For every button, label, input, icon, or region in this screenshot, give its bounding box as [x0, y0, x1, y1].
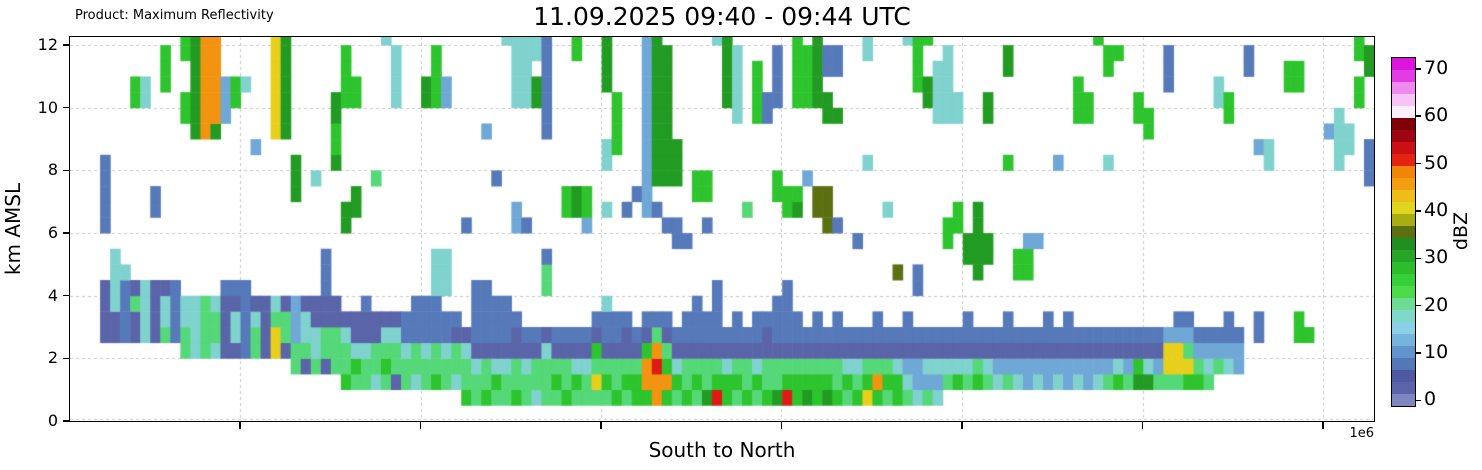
x-tick — [600, 422, 602, 429]
colorbar-label: dBZ — [1450, 211, 1472, 251]
colorbar — [1391, 57, 1416, 407]
colorbar-tick — [1415, 257, 1421, 259]
colorbar-segment — [1392, 178, 1415, 190]
colorbar-tick — [1415, 352, 1421, 354]
colorbar-tick-label: 70 — [1424, 56, 1449, 79]
colorbar-segment — [1392, 286, 1415, 298]
colorbar-tick — [1415, 399, 1421, 401]
x-tick — [419, 422, 422, 429]
colorbar-segment — [1392, 370, 1415, 382]
colorbar-segment — [1392, 310, 1415, 322]
product-label: Product: Maximum Reflectivity — [75, 8, 274, 23]
reflectivity-canvas — [70, 37, 1374, 421]
colorbar-tick-label: 30 — [1424, 246, 1449, 269]
y-tick — [63, 232, 70, 234]
colorbar-segment — [1392, 154, 1415, 166]
y-tick — [63, 44, 70, 46]
colorbar-segment — [1392, 250, 1415, 262]
colorbar-segment — [1392, 346, 1415, 358]
colorbar-segment — [1392, 70, 1415, 82]
colorbar-segment — [1392, 322, 1415, 334]
colorbar-tick-label: 40 — [1424, 198, 1449, 221]
colorbar-segment — [1392, 82, 1415, 94]
x-axis-offset-label: 1e6 — [1349, 426, 1374, 441]
colorbar-tick-label: 0 — [1424, 388, 1437, 411]
y-tick-label: 12 — [37, 35, 58, 55]
colorbar-segment — [1392, 94, 1415, 106]
y-tick-label: 10 — [37, 97, 58, 117]
colorbar-segment — [1392, 190, 1415, 202]
colorbar-tick — [1415, 304, 1421, 307]
colorbar-segment — [1392, 166, 1415, 178]
colorbar-segment — [1392, 394, 1415, 406]
colorbar-label-wrap: dBZ — [1448, 57, 1474, 405]
colorbar-segment — [1392, 382, 1415, 394]
colorbar-segment — [1392, 358, 1415, 370]
y-tick-label: 8 — [47, 160, 58, 180]
y-tick-label: 0 — [47, 411, 58, 430]
colorbar-segment — [1392, 238, 1415, 250]
colorbar-segment — [1392, 106, 1415, 118]
y-tick — [63, 107, 70, 109]
x-tick — [961, 422, 963, 429]
y-tick — [63, 169, 70, 172]
colorbar-segment — [1392, 118, 1415, 130]
colorbar-tick — [1415, 210, 1421, 212]
x-tick — [1141, 422, 1144, 429]
x-tick — [1322, 422, 1324, 429]
colorbar-tick — [1415, 115, 1421, 117]
x-axis-label: South to North — [648, 438, 796, 462]
colorbar-segment — [1392, 262, 1415, 274]
x-tick — [780, 422, 783, 429]
y-tick — [63, 295, 70, 297]
plot-area — [69, 36, 1375, 422]
colorbar-segment — [1392, 58, 1415, 70]
colorbar-segment — [1392, 130, 1415, 142]
chart-title: 11.09.2025 09:40 - 09:44 UTC — [533, 2, 911, 31]
colorbar-tick-label: 10 — [1424, 340, 1449, 363]
y-tick-label: 6 — [47, 223, 58, 243]
colorbar-tick-label: 50 — [1424, 151, 1449, 174]
colorbar-tick-label: 20 — [1424, 293, 1449, 316]
colorbar-tick — [1415, 68, 1421, 70]
y-tick — [63, 420, 70, 422]
colorbar-segment — [1392, 274, 1415, 286]
colorbar-segment — [1392, 298, 1415, 310]
colorbar-segment — [1392, 214, 1415, 226]
colorbar-tick-label: 60 — [1424, 104, 1449, 127]
colorbar-segment — [1392, 142, 1415, 154]
y-tick — [63, 357, 70, 360]
colorbar-segment — [1392, 334, 1415, 346]
y-tick-label: 4 — [47, 285, 58, 305]
x-tick — [239, 422, 241, 429]
colorbar-segment — [1392, 202, 1415, 214]
colorbar-tick — [1415, 162, 1421, 165]
colorbar-segment — [1392, 226, 1415, 238]
y-tick-label: 2 — [47, 348, 58, 368]
